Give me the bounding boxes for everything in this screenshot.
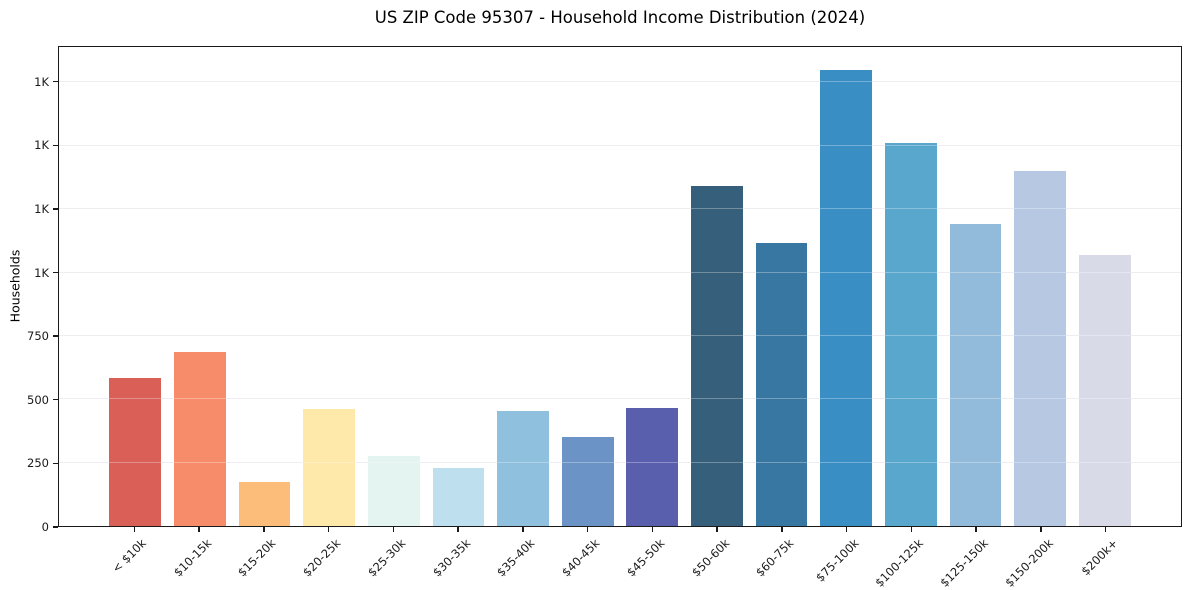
y-tick-mark: [53, 208, 58, 210]
x-tick-label: $125-150k: [937, 536, 992, 590]
bar-slot: [491, 47, 556, 526]
bar-slot: [814, 47, 879, 526]
gridline-overlay: [59, 334, 1181, 336]
y-tick-label: 1K: [34, 138, 49, 153]
gridline: [59, 81, 1181, 83]
y-tick-mark: [53, 462, 58, 465]
x-tick-label: $10-15k: [170, 536, 215, 580]
bar-40-45k: [561, 437, 614, 526]
bar-200k: [1078, 254, 1131, 526]
x-tick-mark: [716, 527, 718, 532]
bar-slot: [1008, 47, 1073, 526]
x-tick-mark: [586, 527, 589, 532]
gridline-overlay: [59, 208, 1181, 210]
bar-slot: [232, 47, 297, 526]
bar-10k: [109, 377, 162, 526]
x-tick-mark: [457, 527, 459, 532]
bar-60-75k: [755, 243, 808, 526]
x-tick-mark: [1104, 527, 1107, 532]
bar-slot: [1072, 47, 1137, 526]
gridline-overlay: [59, 461, 1181, 463]
x-tick-mark: [392, 527, 395, 532]
x-tick-label: $35-40k: [494, 536, 538, 580]
x-tick-mark: [845, 527, 848, 532]
x-tick-label: $20-25k: [300, 536, 344, 580]
y-tick-label: 250: [27, 456, 49, 471]
x-tick-mark: [910, 527, 913, 532]
bar-slot: [168, 47, 233, 526]
y-tick-mark: [53, 80, 58, 83]
y-tick-mark: [53, 271, 58, 274]
y-tick-mark: [53, 526, 58, 528]
y-tick-mark: [53, 399, 58, 401]
x-tick-label: $200k+: [1078, 536, 1121, 579]
gridline: [59, 398, 1181, 400]
x-tick-label: $75-100k: [812, 536, 862, 585]
bar-slot: [879, 47, 944, 526]
x-tick-mark: [651, 527, 654, 532]
x-tick-mark: [975, 527, 977, 532]
x-tick-label: $40-45k: [559, 536, 603, 580]
bar-slot: [943, 47, 1008, 526]
gridline-overlay: [59, 398, 1181, 400]
gridline: [59, 208, 1181, 210]
bar-20-25k: [303, 409, 356, 526]
x-tick-label: $45-50k: [623, 536, 668, 580]
gridline: [59, 144, 1181, 146]
y-tick-label: 1K: [34, 201, 49, 216]
y-tick-label: 500: [27, 392, 49, 407]
x-tick-label: < $10k: [109, 536, 150, 576]
bar-125-150k: [949, 224, 1002, 526]
x-tick-label: $30-35k: [429, 536, 474, 580]
bar-45-50k: [626, 408, 679, 526]
y-tick-label: 1K: [34, 265, 49, 280]
bar-slot: [555, 47, 620, 526]
x-tick-mark: [263, 527, 265, 532]
x-tick-label: $150-200k: [1002, 536, 1056, 590]
bar-slot: [749, 47, 814, 526]
bar-50-60k: [691, 186, 743, 526]
x-tick-label: $25-30k: [364, 536, 409, 580]
x-tick-mark: [133, 527, 136, 532]
bar-100-125k: [884, 143, 937, 526]
x-tick-mark: [1040, 527, 1042, 532]
gridline: [59, 271, 1181, 273]
bar-75-100k: [820, 69, 873, 526]
y-tick-label: 0: [41, 520, 49, 534]
bar-slot: [426, 47, 491, 526]
bar-30-35k: [432, 467, 485, 526]
bar-25-30k: [367, 456, 420, 526]
x-tick-mark: [198, 527, 200, 532]
y-tick-label: 1K: [34, 74, 49, 89]
bar-10-15k: [174, 352, 226, 526]
x-tick-label: $15-20k: [235, 536, 279, 580]
bar-35-40k: [497, 410, 549, 526]
y-axis-label: Households: [7, 249, 23, 323]
bar-slot: [103, 47, 168, 526]
bar-slot: [297, 47, 362, 526]
bar-slot: [620, 47, 685, 526]
x-tick-mark: [781, 527, 783, 532]
bars-layer: [59, 47, 1181, 526]
bar-150-200k: [1014, 171, 1066, 526]
x-tick-label: $50-60k: [688, 536, 733, 580]
x-tick-label: $60-75k: [753, 536, 797, 580]
gridline-overlay: [59, 144, 1181, 146]
gridline: [59, 461, 1181, 463]
gridline-overlay: [59, 271, 1181, 273]
x-tick-mark: [522, 527, 524, 532]
plot-area: [58, 46, 1182, 527]
bar-slot: [362, 47, 427, 526]
y-tick-label: 750: [27, 329, 49, 344]
x-tick-mark: [327, 527, 330, 532]
x-tick-label: $100-125k: [872, 536, 927, 590]
y-tick-mark: [53, 144, 58, 146]
bar-15-20k: [238, 481, 291, 526]
bar-slot: [685, 47, 750, 526]
gridline-overlay: [59, 81, 1181, 83]
gridline: [59, 334, 1181, 336]
chart-title: US ZIP Code 95307 - Household Income Dis…: [374, 8, 866, 27]
y-tick-mark: [53, 335, 58, 337]
